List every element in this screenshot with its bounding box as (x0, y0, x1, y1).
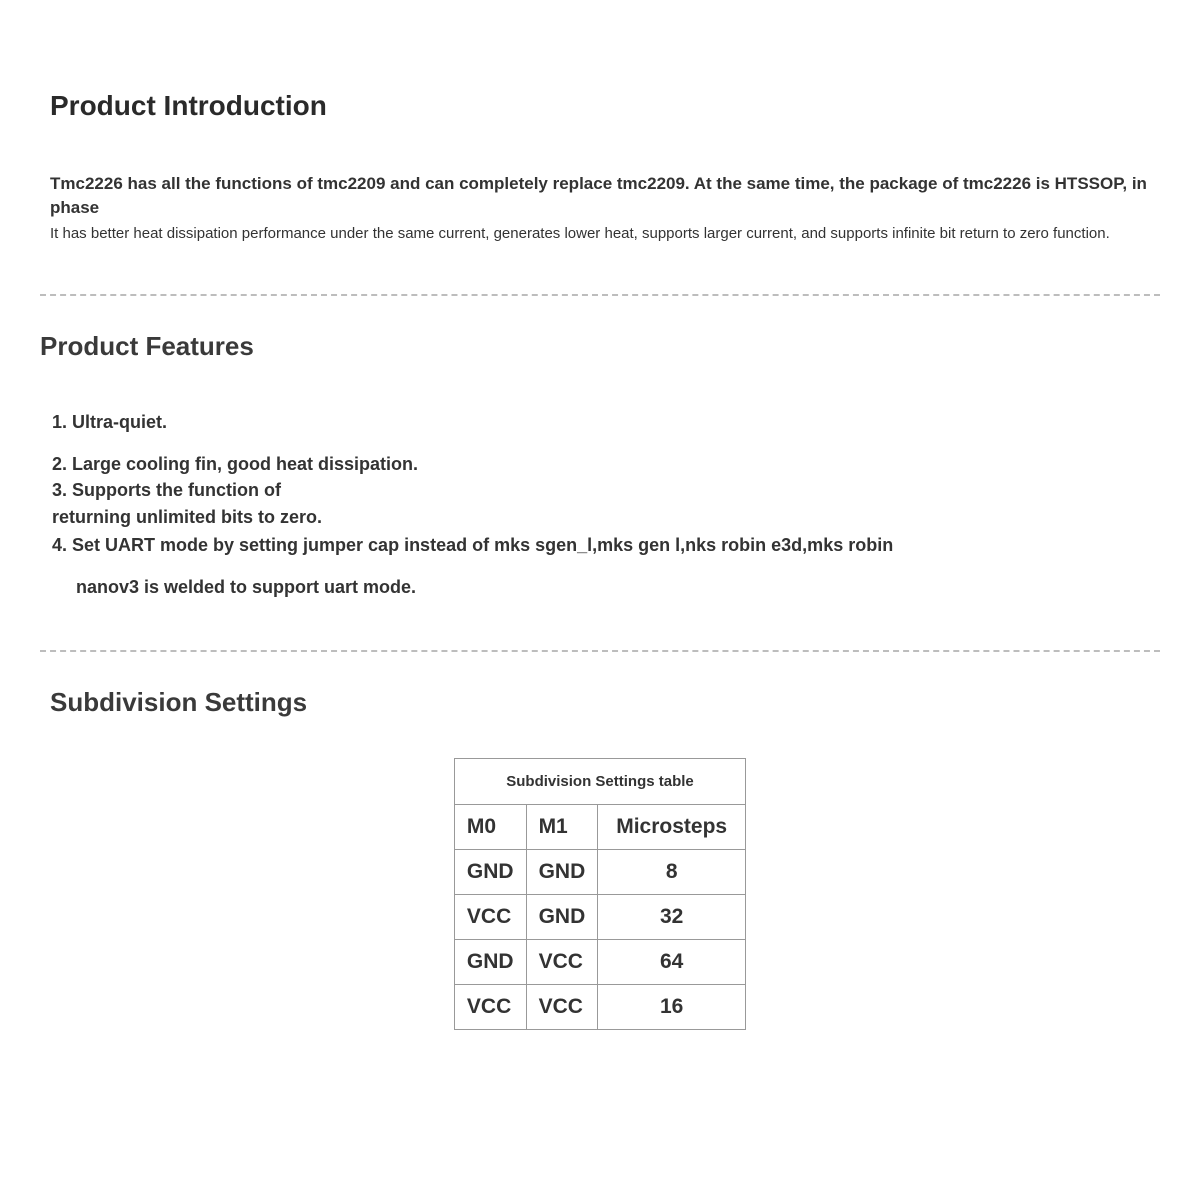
table-cell: 16 (598, 984, 746, 1029)
intro-paragraph-1: Tmc2226 has all the functions of tmc2209… (50, 172, 1150, 220)
table-cell: VCC (526, 939, 598, 984)
table-row: GND VCC 64 (454, 939, 745, 984)
table-row: VCC GND 32 (454, 894, 745, 939)
table-cell: GND (526, 849, 598, 894)
feature-item-3: 3. Supports the function of (52, 478, 1150, 502)
feature-item-4: 4. Set UART mode by setting jumper cap i… (52, 533, 1150, 557)
product-features-section: Product Features 1. Ultra-quiet. 2. Larg… (0, 296, 1200, 630)
subdivision-settings-heading: Subdivision Settings (50, 687, 1150, 718)
intro-paragraph-2: It has better heat dissipation performan… (50, 224, 1150, 244)
table-container: Subdivision Settings table M0 M1 Microst… (50, 758, 1150, 1030)
table-cell: VCC (526, 984, 598, 1029)
table-row: VCC VCC 16 (454, 984, 745, 1029)
product-introduction-section: Product Introduction Tmc2226 has all the… (0, 0, 1200, 274)
subdivision-settings-section: Subdivision Settings Subdivision Setting… (0, 652, 1200, 1060)
product-features-heading: Product Features (40, 331, 1150, 362)
table-header-microsteps: Microsteps (598, 804, 746, 849)
product-introduction-heading: Product Introduction (50, 90, 1150, 122)
feature-item-2: 2. Large cooling fin, good heat dissipat… (52, 452, 1150, 476)
subdivision-settings-table: Subdivision Settings table M0 M1 Microst… (454, 758, 746, 1030)
table-row: GND GND 8 (454, 849, 745, 894)
table-cell: GND (454, 849, 526, 894)
features-list: 1. Ultra-quiet. 2. Large cooling fin, go… (40, 410, 1150, 600)
table-header-m0: M0 (454, 804, 526, 849)
table-cell: 64 (598, 939, 746, 984)
table-cell: VCC (454, 984, 526, 1029)
table-cell: VCC (454, 894, 526, 939)
feature-item-4-sub: nanov3 is welded to support uart mode. (52, 575, 1150, 599)
feature-item-1: 1. Ultra-quiet. (52, 410, 1150, 434)
table-cell: GND (526, 894, 598, 939)
table-cell: 32 (598, 894, 746, 939)
table-header-m1: M1 (526, 804, 598, 849)
table-header-row: M0 M1 Microsteps (454, 804, 745, 849)
table-cell: GND (454, 939, 526, 984)
feature-item-3-sub: returning unlimited bits to zero. (52, 505, 1150, 529)
table-cell: 8 (598, 849, 746, 894)
table-caption: Subdivision Settings table (454, 758, 746, 804)
